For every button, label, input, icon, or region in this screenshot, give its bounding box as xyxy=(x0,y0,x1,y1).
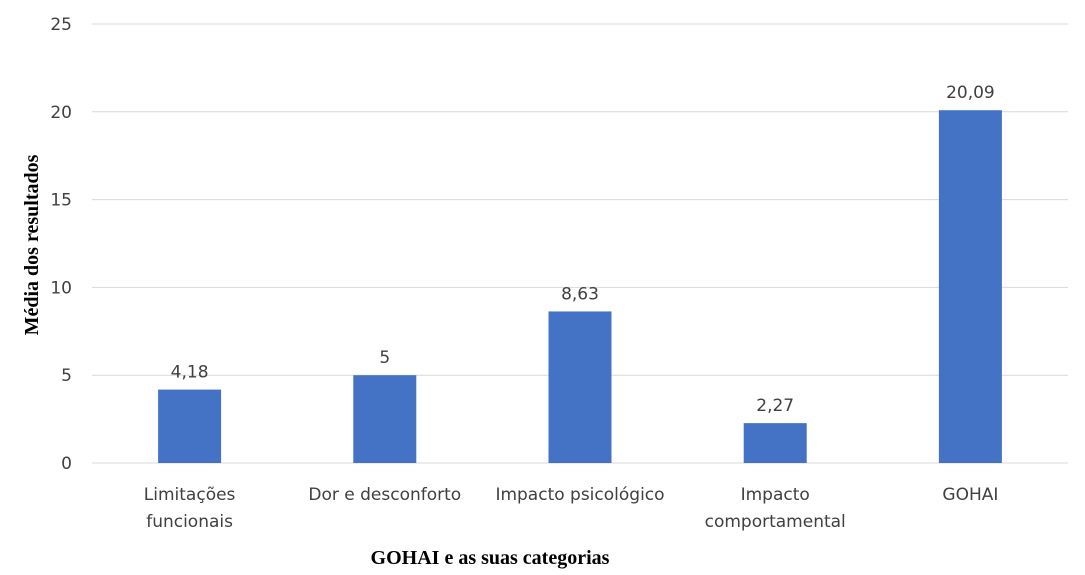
y-axis-ticks: 0 5 10 15 20 25 xyxy=(50,15,72,474)
y-tick-label: 20 xyxy=(50,103,72,123)
x-category-label: comportamental xyxy=(705,512,846,532)
x-category-label: Dor e desconforto xyxy=(308,485,461,505)
x-category-label: Impacto psicológico xyxy=(495,485,664,505)
data-label: 4,18 xyxy=(171,363,209,383)
data-label: 5 xyxy=(379,348,390,368)
x-axis-categories: Limitações funcionais Dor e desconforto Imp… xyxy=(144,485,999,532)
bar xyxy=(938,110,1002,463)
x-category-label: GOHAI xyxy=(942,485,998,505)
data-labels: 4,18 5 8,63 2,27 20,09 xyxy=(171,83,995,416)
y-tick-label: 25 xyxy=(50,15,72,35)
x-category-label: funcionais xyxy=(146,512,233,532)
y-tick-label: 5 xyxy=(61,366,72,386)
bar xyxy=(158,389,222,463)
y-tick-label: 10 xyxy=(50,278,72,298)
x-category-label: Impacto xyxy=(741,485,810,505)
y-tick-label: 0 xyxy=(61,454,72,474)
gridlines xyxy=(92,23,1068,464)
x-axis-title: GOHAI e as suas categorias xyxy=(371,547,610,569)
bar xyxy=(548,311,612,463)
x-category-label: Limitações xyxy=(144,485,236,505)
data-label: 8,63 xyxy=(561,284,599,304)
y-axis-title: Média dos resultados xyxy=(21,154,43,335)
data-label: 20,09 xyxy=(946,83,995,103)
data-label: 2,27 xyxy=(756,396,794,416)
bar xyxy=(353,375,417,463)
bar xyxy=(743,423,807,463)
bars xyxy=(158,110,1002,463)
y-tick-label: 15 xyxy=(50,191,72,211)
